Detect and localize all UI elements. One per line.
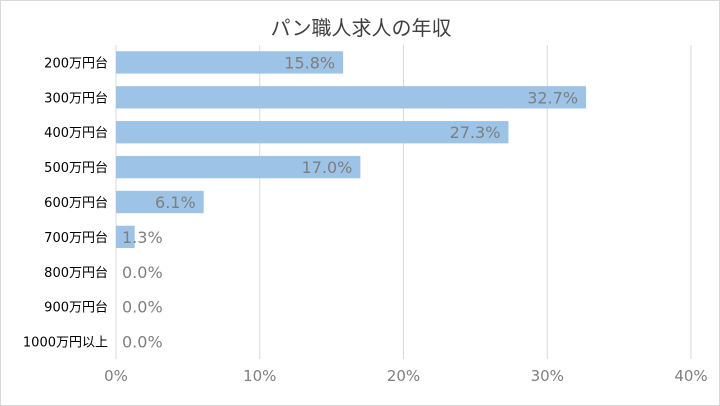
x-tick-label: 0% (104, 367, 128, 385)
x-tick-label: 40% (674, 367, 707, 385)
data-label: 32.7% (527, 88, 578, 107)
data-label: 27.3% (450, 123, 501, 142)
data-label: 0.0% (122, 298, 163, 317)
data-label: 0.0% (122, 263, 163, 282)
category-label: 600万円台 (44, 196, 108, 211)
x-tick-label: 20% (387, 367, 420, 385)
bar (116, 155, 361, 179)
data-label: 15.8% (284, 53, 335, 72)
bar (116, 51, 344, 74)
data-labels: 15.8% 32.7% 27.3% 17.0% 6.1% 1.3% 0.0% 0.0% 0.0% (122, 53, 578, 351)
bars (116, 51, 587, 249)
data-label: 1.3% (122, 228, 163, 247)
bar (116, 86, 587, 109)
category-labels: 200万円台 300万円台 400万円台 500万円台 600万円台 700万円台 800万… (23, 56, 108, 350)
data-label: 6.1% (155, 193, 196, 212)
data-label: 17.0% (302, 158, 353, 177)
x-tick-label: 10% (243, 367, 276, 385)
category-label: 1000万円以上 (23, 336, 108, 351)
category-label: 300万円台 (44, 91, 108, 106)
x-tick-label: 30% (531, 367, 564, 385)
data-label: 0.0% (122, 333, 163, 352)
category-label: 800万円台 (44, 266, 108, 281)
category-label: 200万円台 (44, 56, 108, 71)
x-tick-labels: 0% 10% 20% 30% 40% (104, 367, 708, 385)
category-label: 700万円台 (44, 231, 108, 246)
bar (116, 190, 204, 214)
category-label: 500万円台 (44, 161, 108, 176)
category-label: 400万円台 (44, 126, 108, 141)
category-label: 900万円台 (44, 301, 108, 316)
bar (116, 121, 509, 144)
chart-title: パン職人求人の年収 (271, 16, 452, 40)
bar (116, 225, 135, 249)
